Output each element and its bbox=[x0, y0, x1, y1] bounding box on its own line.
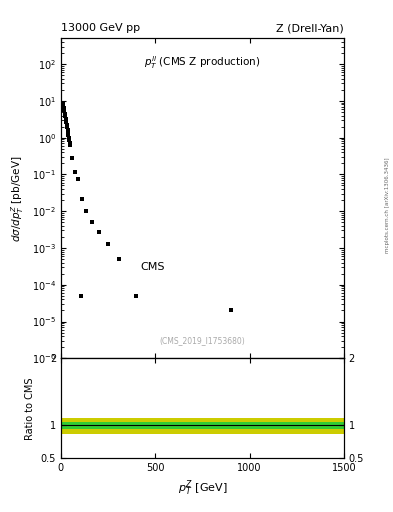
X-axis label: $p_T^Z$ [GeV]: $p_T^Z$ [GeV] bbox=[178, 479, 227, 498]
Text: mcplots.cern.ch [arXiv:1306.3436]: mcplots.cern.ch [arXiv:1306.3436] bbox=[385, 157, 389, 252]
Text: Z (Drell-Yan): Z (Drell-Yan) bbox=[276, 23, 344, 33]
Text: (CMS_2019_I1753680): (CMS_2019_I1753680) bbox=[160, 336, 245, 346]
Text: 13000 GeV pp: 13000 GeV pp bbox=[61, 23, 140, 33]
Text: $p_T^{ll}$ (CMS Z production): $p_T^{ll}$ (CMS Z production) bbox=[144, 54, 261, 71]
Y-axis label: $d\sigma/dp_T^Z$ [pb/GeV]: $d\sigma/dp_T^Z$ [pb/GeV] bbox=[9, 155, 26, 242]
Text: CMS: CMS bbox=[140, 262, 165, 272]
Y-axis label: Ratio to CMS: Ratio to CMS bbox=[25, 377, 35, 439]
